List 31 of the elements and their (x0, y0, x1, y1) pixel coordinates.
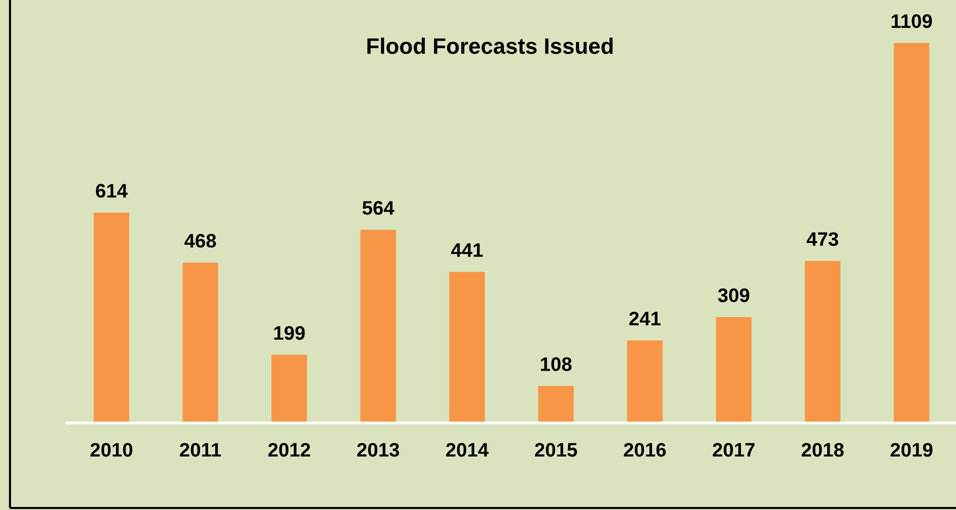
x-tick-label: 2014 (446, 442, 489, 457)
data-label: 614 (96, 184, 128, 198)
x-tick-label: 2017 (712, 442, 755, 457)
data-label: 241 (629, 312, 661, 326)
bar (271, 354, 308, 423)
bar (716, 317, 752, 423)
bar (449, 272, 485, 423)
x-tick-label: 2016 (624, 442, 666, 457)
data-label: 441 (451, 243, 483, 257)
data-label: 564 (362, 201, 394, 215)
bar (894, 43, 930, 423)
x-tick-label: 2018 (802, 442, 844, 457)
data-label: 473 (806, 232, 838, 246)
chart-title: Flood Forecasts Issued (367, 38, 613, 54)
x-tick-label: 2012 (268, 442, 310, 457)
x-tick-label: 2015 (535, 442, 578, 457)
data-label: 309 (718, 288, 750, 302)
bar (360, 230, 396, 423)
x-tick-label: 2011 (180, 442, 221, 457)
bar (538, 386, 574, 423)
x-tick-label: 2019 (890, 442, 932, 457)
data-label: 199 (274, 326, 305, 340)
data-label: 108 (540, 357, 572, 372)
bar (627, 340, 663, 423)
x-tick-label: 2010 (90, 442, 132, 457)
bar (94, 212, 130, 423)
bar (804, 260, 840, 423)
data-label: 1109 (892, 14, 932, 28)
data-label: 468 (184, 234, 216, 248)
bar (182, 262, 218, 423)
x-tick-label: 2013 (357, 442, 400, 457)
